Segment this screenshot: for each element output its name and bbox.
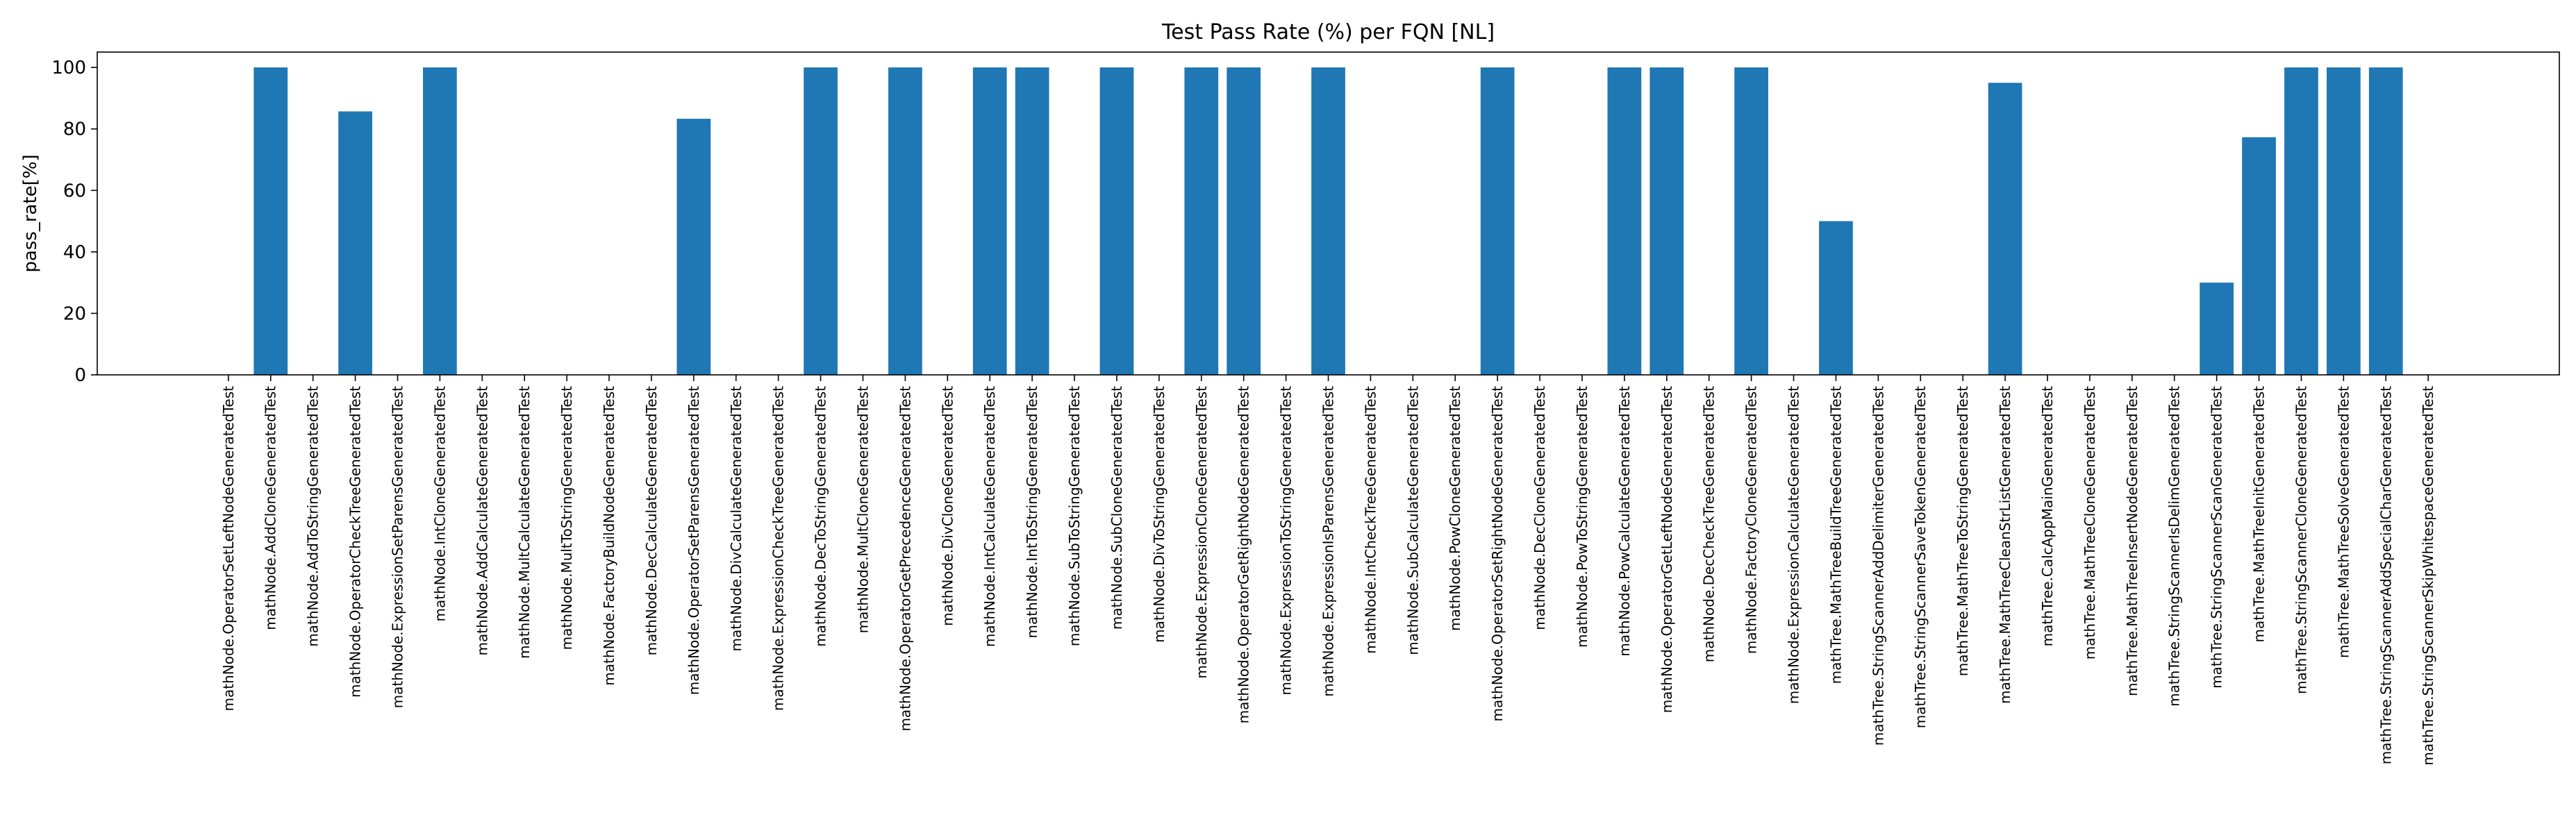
x-tick-label-37: mathNode.ExpressionCalculateGeneratedTes… [1786,386,1802,704]
y-tick-label-4: 80 [63,119,86,140]
bar-42 [1988,83,2022,376]
x-tick-label-51: mathTree.StringScannerAddSpecialCharGene… [2377,386,2394,764]
x-tick-label-9: mathNode.FactoryBuildNodeGeneratedTest [601,386,617,686]
bar-14 [804,67,838,376]
x-tick-label-33: mathNode.PowCalculateGeneratedTest [1616,386,1633,657]
x-tick-label-50: mathTree.MathTreeSolveGeneratedTest [2335,386,2352,658]
x-tick-label-46: mathTree.StringScannerIsDelimGeneratedTe… [2166,386,2183,707]
y-tick-label-3: 60 [63,180,86,201]
x-tick-label-20: mathNode.SubToStringGeneratedTest [1066,386,1083,646]
y-tick-label-0: 0 [74,365,86,386]
x-tick-label-14: mathNode.DecToStringGeneratedTest [813,386,829,647]
bar-3 [338,111,372,375]
chart-title: Test Pass Rate (%) per FQN [NL] [1161,20,1495,44]
x-tick-label-36: mathNode.FactoryCloneGeneratedTest [1743,386,1760,654]
x-tick-label-39: mathTree.StringScannerAddDelimiterGenera… [1870,386,1886,746]
bar-19 [1015,67,1049,376]
x-tick-label-16: mathNode.OperatorGetPrecedenceGeneratedT… [897,386,913,732]
bar-21 [1099,67,1134,376]
x-tick-label-13: mathNode.ExpressionCheckTreeGeneratedTes… [770,386,787,711]
bar-33 [1607,67,1642,376]
bar-5 [423,67,457,376]
x-tick-label-29: mathNode.PowCloneGeneratedTest [1447,386,1463,631]
x-tick-label-19: mathNode.IntToStringGeneratedTest [1024,386,1040,639]
x-tick-label-3: mathNode.OperatorCheckTreeGeneratedTest [347,386,364,698]
y-axis-label: pass_rate[%] [20,154,41,272]
bar-24 [1227,67,1261,376]
bars-layer [254,67,2403,376]
bar-47 [2200,283,2234,375]
x-tick-label-30: mathNode.OperatorSetRightNodeGeneratedTe… [1489,386,1506,722]
x-tick-label-11: mathNode.OperatorSetParensGeneratedTest [685,386,702,695]
x-tick-label-10: mathNode.DecCalculateGeneratedTest [643,386,660,656]
x-tick-label-5: mathNode.IntCloneGeneratedTest [431,386,448,622]
x-tick-label-2: mathNode.AddToStringGeneratedTest [305,386,322,647]
x-tick-label-47: mathTree.StringScannerScanGeneratedTest [2209,386,2225,689]
x-tick-label-28: mathNode.SubCalculateGeneratedTest [1404,386,1421,655]
y-tick-label-5: 100 [51,58,86,78]
x-tick-label-38: mathTree.MathTreeBuildTreeGeneratedTest [1827,386,1844,684]
bar-30 [1480,67,1515,376]
x-tick-label-41: mathTree.MathTreeToStringGeneratedTest [1954,386,1971,676]
plot-frame [97,51,2560,376]
x-tick-label-52: mathTree.StringScannerSkipWhitespaceGene… [2420,386,2436,766]
x-tick-label-24: mathNode.OperatorGetRightNodeGeneratedTe… [1236,386,1252,723]
x-tick-label-48: mathTree.MathTreeInitGeneratedTest [2251,386,2268,643]
bar-50 [2326,67,2361,376]
x-tick-label-44: mathTree.MathTreeCloneGeneratedTest [2081,386,2098,659]
x-tick-label-42: mathTree.MathTreeCleanStrListGeneratedTe… [1997,386,2013,704]
bar-18 [972,67,1007,376]
x-tick-label-18: mathNode.IntCalculateGeneratedTest [981,386,998,647]
x-tick-label-22: mathNode.DivToStringGeneratedTest [1151,386,1167,643]
x-tick-label-34: mathNode.OperatorGetLeftNodeGeneratedTes… [1659,386,1675,713]
x-tick-label-15: mathNode.MultCloneGeneratedTest [854,386,871,634]
bar-38 [1819,221,1853,375]
x-tick-label-0: mathNode.OperatorSetLeftNodeGeneratedTes… [220,386,237,712]
x-tick-label-45: mathTree.MathTreeInsertNodeGeneratedTest [2124,386,2141,696]
y-axis: 0 20 40 60 80 100 [51,58,97,386]
x-tick-label-23: mathNode.ExpressionCloneGeneratedTest [1193,386,1210,679]
bar-16 [888,67,922,376]
bar-23 [1184,67,1219,376]
bar-51 [2368,67,2403,376]
x-tick-label-12: mathNode.DivCalculateGeneratedTest [728,386,745,652]
y-tick-label-2: 40 [63,242,86,263]
x-tick-label-26: mathNode.ExpressionIsParensGeneratedTest [1320,386,1337,697]
x-axis: mathNode.OperatorSetLeftNodeGeneratedTes… [220,375,2436,766]
bar-11 [676,119,711,375]
x-tick-label-27: mathNode.IntCheckTreeGeneratedTest [1362,386,1379,654]
x-tick-label-4: mathNode.ExpressionSetParensGeneratedTes… [389,386,406,708]
bar-36 [1734,67,1768,376]
x-tick-label-7: mathNode.MultCalculateGeneratedTest [516,386,533,659]
bar-1 [254,67,288,376]
x-tick-label-31: mathNode.DecCloneGeneratedTest [1531,386,1548,630]
x-tick-label-25: mathNode.ExpressionToStringGeneratedTest [1278,386,1295,696]
x-tick-label-8: mathNode.MultToStringGeneratedTest [558,386,575,650]
x-tick-label-21: mathNode.SubCloneGeneratedTest [1108,386,1125,630]
bar-34 [1650,67,1684,376]
x-tick-label-32: mathNode.PowToStringGeneratedTest [1574,386,1590,648]
x-tick-label-17: mathNode.DivCloneGeneratedTest [939,386,956,626]
x-tick-label-6: mathNode.AddCalculateGeneratedTest [474,386,490,656]
x-tick-label-43: mathTree.CalcAppMainGeneratedTest [2039,386,2056,647]
x-tick-label-40: mathTree.StringScannerSaveTokenGenerated… [1912,386,1929,728]
y-tick-label-1: 20 [63,303,86,324]
bar-26 [1311,67,1345,376]
bar-49 [2284,67,2318,376]
x-tick-label-35: mathNode.DecCheckTreeGeneratedTest [1701,386,1718,662]
x-tick-label-1: mathNode.AddCloneGeneratedTest [263,386,279,630]
x-tick-label-49: mathTree.StringScannerCloneGeneratedTest [2293,386,2309,694]
bar-48 [2242,137,2276,375]
